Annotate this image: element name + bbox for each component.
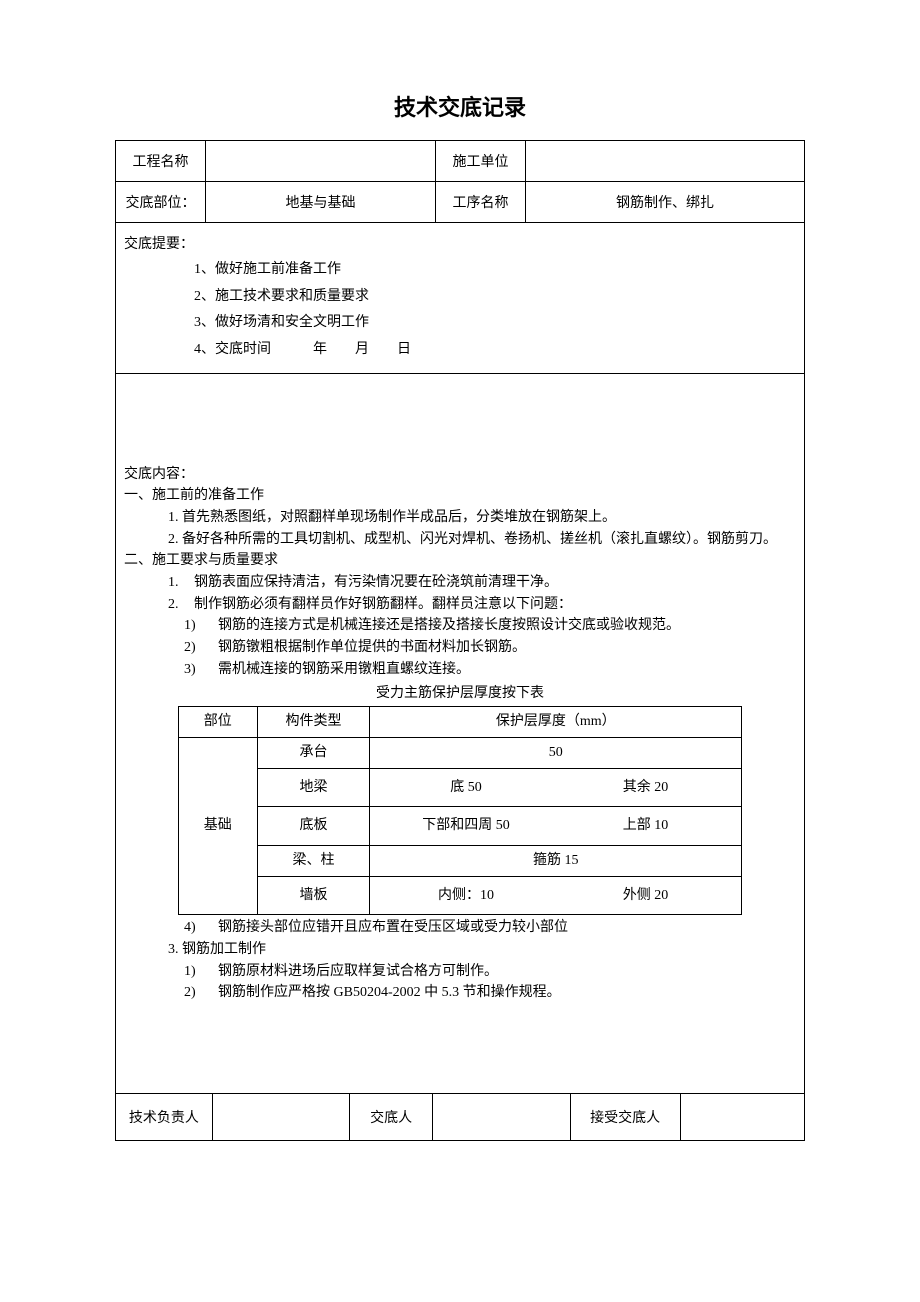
section-1-title: 一、施工前的准备工作 xyxy=(124,485,796,507)
summary-item: 1、做好施工前准备工作 xyxy=(194,257,796,284)
page-title: 技术交底记录 xyxy=(115,90,805,122)
sec2-sub-text: 钢筋镦粗根据制作单位提供的书面材料加长钢筋。 xyxy=(218,640,526,655)
content-row: 交底内容： 一、施工前的准备工作 1. 首先熟悉图纸，对照翻样单现场制作半成品后… xyxy=(116,374,805,1094)
disclosure-part-value: 地基与基础 xyxy=(206,182,436,223)
process-name-label: 工序名称 xyxy=(436,182,526,223)
summary-cell: 交底提要： 1、做好施工前准备工作 2、施工技术要求和质量要求 3、做好场清和安… xyxy=(116,223,805,374)
sec2-sub: 3)需机械连接的钢筋采用镦粗直螺纹连接。 xyxy=(124,659,796,681)
td-split-l: 下部和四周 50 xyxy=(376,811,555,841)
tech-lead-value xyxy=(212,1094,350,1140)
discloser-value xyxy=(432,1094,570,1140)
footer-row: 技术负责人 交底人 接受交底人 xyxy=(116,1094,805,1141)
content-heading: 交底内容： xyxy=(124,464,796,486)
sec2-sub: 2)钢筋镦粗根据制作单位提供的书面材料加长钢筋。 xyxy=(124,637,796,659)
table-row: 梁、柱 箍筋 15 xyxy=(178,845,741,876)
summary-item: 2、施工技术要求和质量要求 xyxy=(194,284,796,311)
sec2-item: 3. 钢筋加工制作 xyxy=(124,939,796,961)
table-row: 墙板 内侧：10外侧 20 xyxy=(178,876,741,915)
construction-unit-value xyxy=(526,141,805,182)
td-val: 内侧：10外侧 20 xyxy=(370,876,742,915)
construction-unit-label: 施工单位 xyxy=(436,141,526,182)
th-part: 部位 xyxy=(178,707,257,738)
sec2-item: 1.钢筋表面应保持清洁，有污染情况要在砼浇筑前清理干净。 xyxy=(124,572,796,594)
sec2-sub-text: 钢筋原材料进场后应取样复试合格方可制作。 xyxy=(218,964,498,979)
sec2-sub: 1)钢筋原材料进场后应取样复试合格方可制作。 xyxy=(124,961,796,983)
sec2-item: 2.制作钢筋必须有翻样员作好钢筋翻样。翻样员注意以下问题： xyxy=(124,594,796,616)
td-split-l: 内侧：10 xyxy=(376,881,555,911)
sec2-item-text: 钢筋表面应保持清洁，有污染情况要在砼浇筑前清理干净。 xyxy=(194,575,558,590)
th-type: 构件类型 xyxy=(257,707,370,738)
summary-list: 1、做好施工前准备工作 2、施工技术要求和质量要求 3、做好场清和安全文明工作 … xyxy=(124,257,796,363)
summary-item: 4、交底时间 年 月 日 xyxy=(194,337,796,364)
sec2-sub: 4)钢筋接头部位应错开且应布置在受压区域或受力较小部位 xyxy=(124,917,796,939)
discloser-label: 交底人 xyxy=(350,1094,433,1140)
sec1-item: 1. 首先熟悉图纸，对照翻样单现场制作半成品后，分类堆放在钢筋架上。 xyxy=(124,507,796,529)
th-thickness: 保护层厚度（mm） xyxy=(370,707,742,738)
td-split-l: 底 50 xyxy=(376,773,555,803)
td-val: 50 xyxy=(370,737,742,768)
section-2-title: 二、施工要求与质量要求 xyxy=(124,550,796,572)
summary-heading: 交底提要： xyxy=(124,233,796,253)
process-name-value: 钢筋制作、绑扎 xyxy=(526,182,805,223)
sec2-sub: 1)钢筋的连接方式是机械连接还是搭接及搭接长度按照设计交底或验收规范。 xyxy=(124,615,796,637)
table-row: 基础 承台 50 xyxy=(178,737,741,768)
sec1-item-text: 2. 备好各种所需的工具切割机、成型机、闪光对焊机、卷扬机、搓丝机（滚扎直螺纹）… xyxy=(168,532,777,547)
project-name-value xyxy=(206,141,436,182)
main-table: 工程名称 施工单位 交底部位： 地基与基础 工序名称 钢筋制作、绑扎 交底提要：… xyxy=(115,140,805,1141)
sec2-sub-text: 钢筋接头部位应错开且应布置在受压区域或受力较小部位 xyxy=(218,920,568,935)
td-val: 下部和四周 50上部 10 xyxy=(370,807,742,846)
table-row: 底板 下部和四周 50上部 10 xyxy=(178,807,741,846)
summary-row: 交底提要： 1、做好施工前准备工作 2、施工技术要求和质量要求 3、做好场清和安… xyxy=(116,223,805,374)
sec2-sub-text: 钢筋制作应严格按 GB50204-2002 中 5.3 节和操作规程。 xyxy=(218,985,561,1000)
inner-table-caption: 受力主筋保护层厚度按下表 xyxy=(124,683,796,705)
td-type: 地梁 xyxy=(257,768,370,807)
footer-table: 技术负责人 交底人 接受交底人 xyxy=(116,1094,804,1140)
td-split-r: 其余 20 xyxy=(556,773,735,803)
td-type: 底板 xyxy=(257,807,370,846)
summary-item: 3、做好场清和安全文明工作 xyxy=(194,310,796,337)
td-split-r: 上部 10 xyxy=(556,811,735,841)
td-type: 梁、柱 xyxy=(257,845,370,876)
td-part: 基础 xyxy=(178,737,257,914)
td-val: 箍筋 15 xyxy=(370,845,742,876)
cover-thickness-table: 部位 构件类型 保护层厚度（mm） 基础 承台 50 地梁 底 50其余 20 … xyxy=(178,706,742,915)
sec2-sub-text: 钢筋的连接方式是机械连接还是搭接及搭接长度按照设计交底或验收规范。 xyxy=(218,618,680,633)
sec2-sub-text: 需机械连接的钢筋采用镦粗直螺纹连接。 xyxy=(218,662,470,677)
receiver-value xyxy=(680,1094,804,1140)
tech-lead-label: 技术负责人 xyxy=(116,1094,212,1140)
td-type: 墙板 xyxy=(257,876,370,915)
project-name-label: 工程名称 xyxy=(116,141,206,182)
table-header-row: 部位 构件类型 保护层厚度（mm） xyxy=(178,707,741,738)
td-split-r: 外侧 20 xyxy=(556,881,735,911)
sec2-item-text: 制作钢筋必须有翻样员作好钢筋翻样。翻样员注意以下问题： xyxy=(194,597,572,612)
receiver-label: 接受交底人 xyxy=(570,1094,680,1140)
td-val: 底 50其余 20 xyxy=(370,768,742,807)
table-row: 地梁 底 50其余 20 xyxy=(178,768,741,807)
sec2-sub: 2)钢筋制作应严格按 GB50204-2002 中 5.3 节和操作规程。 xyxy=(124,982,796,1004)
header-row-1: 工程名称 施工单位 xyxy=(116,141,805,182)
sec1-item: 2. 备好各种所需的工具切割机、成型机、闪光对焊机、卷扬机、搓丝机（滚扎直螺纹）… xyxy=(124,529,796,551)
td-type: 承台 xyxy=(257,737,370,768)
header-row-2: 交底部位： 地基与基础 工序名称 钢筋制作、绑扎 xyxy=(116,182,805,223)
content-cell: 交底内容： 一、施工前的准备工作 1. 首先熟悉图纸，对照翻样单现场制作半成品后… xyxy=(116,374,805,1094)
disclosure-part-label: 交底部位： xyxy=(116,182,206,223)
